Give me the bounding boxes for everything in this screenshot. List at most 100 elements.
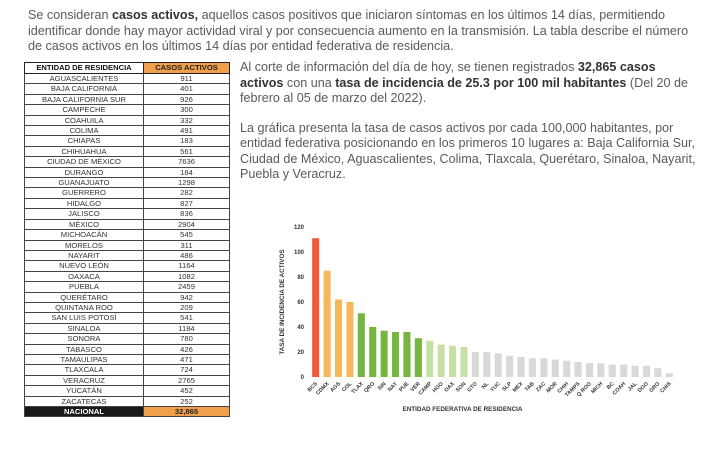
bar-tab: [528, 358, 536, 377]
cell-entity: SAN LUIS POTOSÍ: [24, 312, 144, 324]
cell-cases: 332: [143, 114, 230, 127]
cell-cases: 926: [143, 93, 230, 106]
bar-yuc: [494, 353, 502, 377]
cell-cases: 209: [143, 301, 230, 314]
bar-camp: [426, 340, 434, 377]
table-row: SONORA 780: [24, 333, 230, 345]
y-axis-label: TASA DE INCIDENCIA DE ACTIVOS: [279, 249, 286, 354]
cell-entity: BAJA CALIFORNIA SUR: [24, 93, 144, 106]
table-row: OAXACA 1082: [24, 270, 230, 283]
bar-bcs: [312, 238, 320, 377]
x-tick-label: MICH: [590, 381, 604, 395]
cell-cases: 426: [143, 343, 230, 355]
bar-son: [460, 347, 468, 377]
x-tick-label: JAL: [627, 381, 639, 393]
cell-entity: TLAXCALA: [24, 364, 144, 376]
total-value: 32,865: [143, 405, 230, 418]
bar-col: [346, 302, 354, 377]
bar-mich: [597, 363, 605, 377]
bar-nl: [483, 352, 491, 377]
cell-cases: 1164: [143, 260, 230, 272]
table-row: CAMPECHE 300: [24, 104, 230, 116]
x-tick-label: CDMX: [315, 381, 331, 397]
bar-ags: [334, 299, 343, 377]
y-tick-label: 60: [297, 300, 304, 306]
bar-q-roo: [585, 363, 593, 377]
table-row: VERACRUZ 2765: [24, 374, 230, 387]
x-tick-label: NL: [481, 381, 491, 391]
cell-entity: COAHUILA: [24, 114, 144, 127]
table-header-row: ENTIDAD DE RESIDENCIA CASOS ACTIVOS: [24, 62, 230, 74]
cell-entity: COLIMA: [24, 125, 144, 137]
x-tick-label: MOR: [546, 381, 559, 394]
cell-cases: 1298: [143, 177, 230, 189]
para1-a: Al corte de información del día de hoy, …: [240, 60, 578, 74]
x-tick-label: NAY: [387, 381, 399, 393]
cell-cases: 2904: [143, 218, 230, 231]
x-tick-label: OAX: [443, 381, 456, 394]
y-tick-label: 100: [294, 250, 305, 256]
cell-cases: 311: [143, 239, 230, 251]
cell-entity: CHIHUAHUA: [24, 145, 144, 158]
cell-cases: 1184: [143, 322, 230, 335]
table-row: GUANAJUATO 1298: [24, 177, 230, 189]
table-row: NAYARIT 486: [24, 249, 230, 262]
table-row: GUERRERO 282: [24, 187, 230, 199]
x-tick-label: YUC: [489, 381, 501, 393]
bar-sin: [380, 330, 388, 377]
table-row: COLIMA 491: [24, 125, 230, 137]
bar-gro: [654, 368, 662, 377]
y-tick-label: 20: [297, 350, 304, 356]
cell-cases: 541: [143, 312, 230, 324]
cell-entity: CHIAPAS: [24, 135, 144, 147]
table-row: MORELOS 311: [24, 239, 230, 251]
incidence-bar-chart: 0 20 40 60 80 100 120 TASA DE INCIDENCIA DE ACT…: [279, 225, 673, 413]
cell-cases: 2765: [143, 374, 230, 387]
x-axis-label: ENTIDAD FEDERATIVA DE RESIDENCIA: [403, 406, 523, 413]
bar-chih: [563, 360, 571, 377]
table-row: TAMAULIPAS 471: [24, 353, 230, 366]
cell-cases: 401: [143, 83, 230, 95]
x-tick-label: QRO: [363, 381, 376, 394]
active-cases-table: ENTIDAD DE RESIDENCIA CASOS ACTIVOS AGUA…: [24, 62, 230, 418]
bar-mex: [517, 357, 525, 377]
cell-entity: OAXACA: [24, 270, 144, 283]
cell-entity: GUERRERO: [24, 187, 144, 199]
x-tick-label: CHIS: [659, 381, 673, 395]
cell-cases: 911: [143, 72, 230, 85]
cell-entity: CAMPECHE: [24, 104, 144, 116]
cell-entity: QUERÉTARO: [24, 291, 144, 303]
cell-entity: HIDALGO: [24, 197, 144, 210]
x-tick-label: HGO: [432, 381, 445, 394]
x-tick-label: AGS: [329, 381, 342, 394]
cell-cases: 724: [143, 364, 230, 376]
intro-paragraph: Se consideran casos activos, aquellos ca…: [28, 8, 696, 55]
x-tick-label: MEX: [512, 381, 525, 394]
x-tick-label: PUE: [398, 381, 410, 393]
table-row: PUEBLA 2459: [24, 281, 230, 293]
bar-nay: [392, 332, 400, 377]
cell-entity: ZACATECAS: [24, 395, 144, 408]
para1-c: con una: [283, 75, 336, 90]
x-tick-label: SIN: [377, 381, 388, 392]
table-row: CHIAPAS 183: [24, 135, 230, 147]
intro-text-start: Se consideran: [28, 8, 113, 22]
cell-cases: 471: [143, 353, 230, 366]
table-total-row: NACIONAL 32,865: [24, 405, 230, 418]
cell-cases: 545: [143, 229, 230, 241]
summary-paragraph-2: La gráfica presenta la tasa de casos act…: [240, 120, 696, 182]
table-row: ZACATECAS 252: [24, 395, 230, 408]
cell-cases: 942: [143, 291, 230, 303]
table-row: MÉXICO 2904: [24, 218, 230, 231]
x-tick-label: SON: [455, 381, 468, 394]
cell-entity: CIUDAD DE MÉXICO: [24, 156, 144, 168]
cell-entity: MÉXICO: [24, 218, 144, 231]
x-tick-label: COAH: [612, 381, 628, 397]
table-row: TABASCO 426: [24, 343, 230, 355]
table-row: HIDALGO 827: [24, 197, 230, 210]
y-tick-label: 40: [297, 325, 304, 331]
cell-cases: 252: [143, 395, 230, 408]
cell-entity: VERACRUZ: [24, 374, 144, 387]
cell-cases: 486: [143, 249, 230, 262]
bar-chis: [665, 373, 673, 377]
